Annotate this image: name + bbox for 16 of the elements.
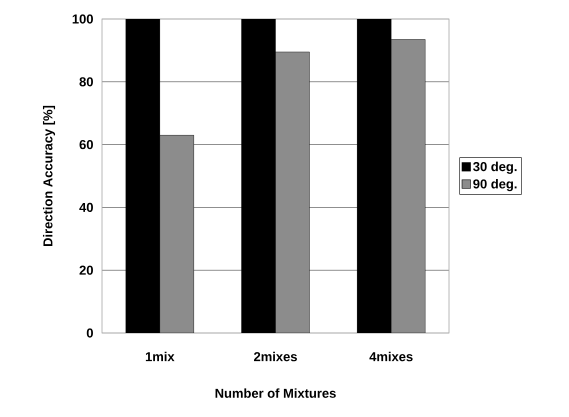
bar <box>275 52 310 333</box>
legend-label: 90 deg. <box>473 178 517 192</box>
x-tick-label: 2mixes <box>254 352 297 362</box>
x-tick-label: 1mix <box>146 352 175 362</box>
legend-label: 30 deg. <box>473 162 517 174</box>
x-axis-title: Number of Mixtures <box>216 388 336 398</box>
y-tick-label: 60 <box>80 140 93 150</box>
y-tick-label: 100 <box>72 14 93 24</box>
y-tick-label: 80 <box>79 77 93 86</box>
bar <box>160 134 194 333</box>
bar <box>390 39 426 333</box>
y-tick-label: 40 <box>79 202 93 212</box>
x-tick-label: 4mixes <box>369 352 413 362</box>
y-tick-label: 20 <box>80 266 93 275</box>
y-tick-label: 0 <box>86 328 93 338</box>
y-axis-title: Direction Accuracy [%] <box>42 106 56 246</box>
